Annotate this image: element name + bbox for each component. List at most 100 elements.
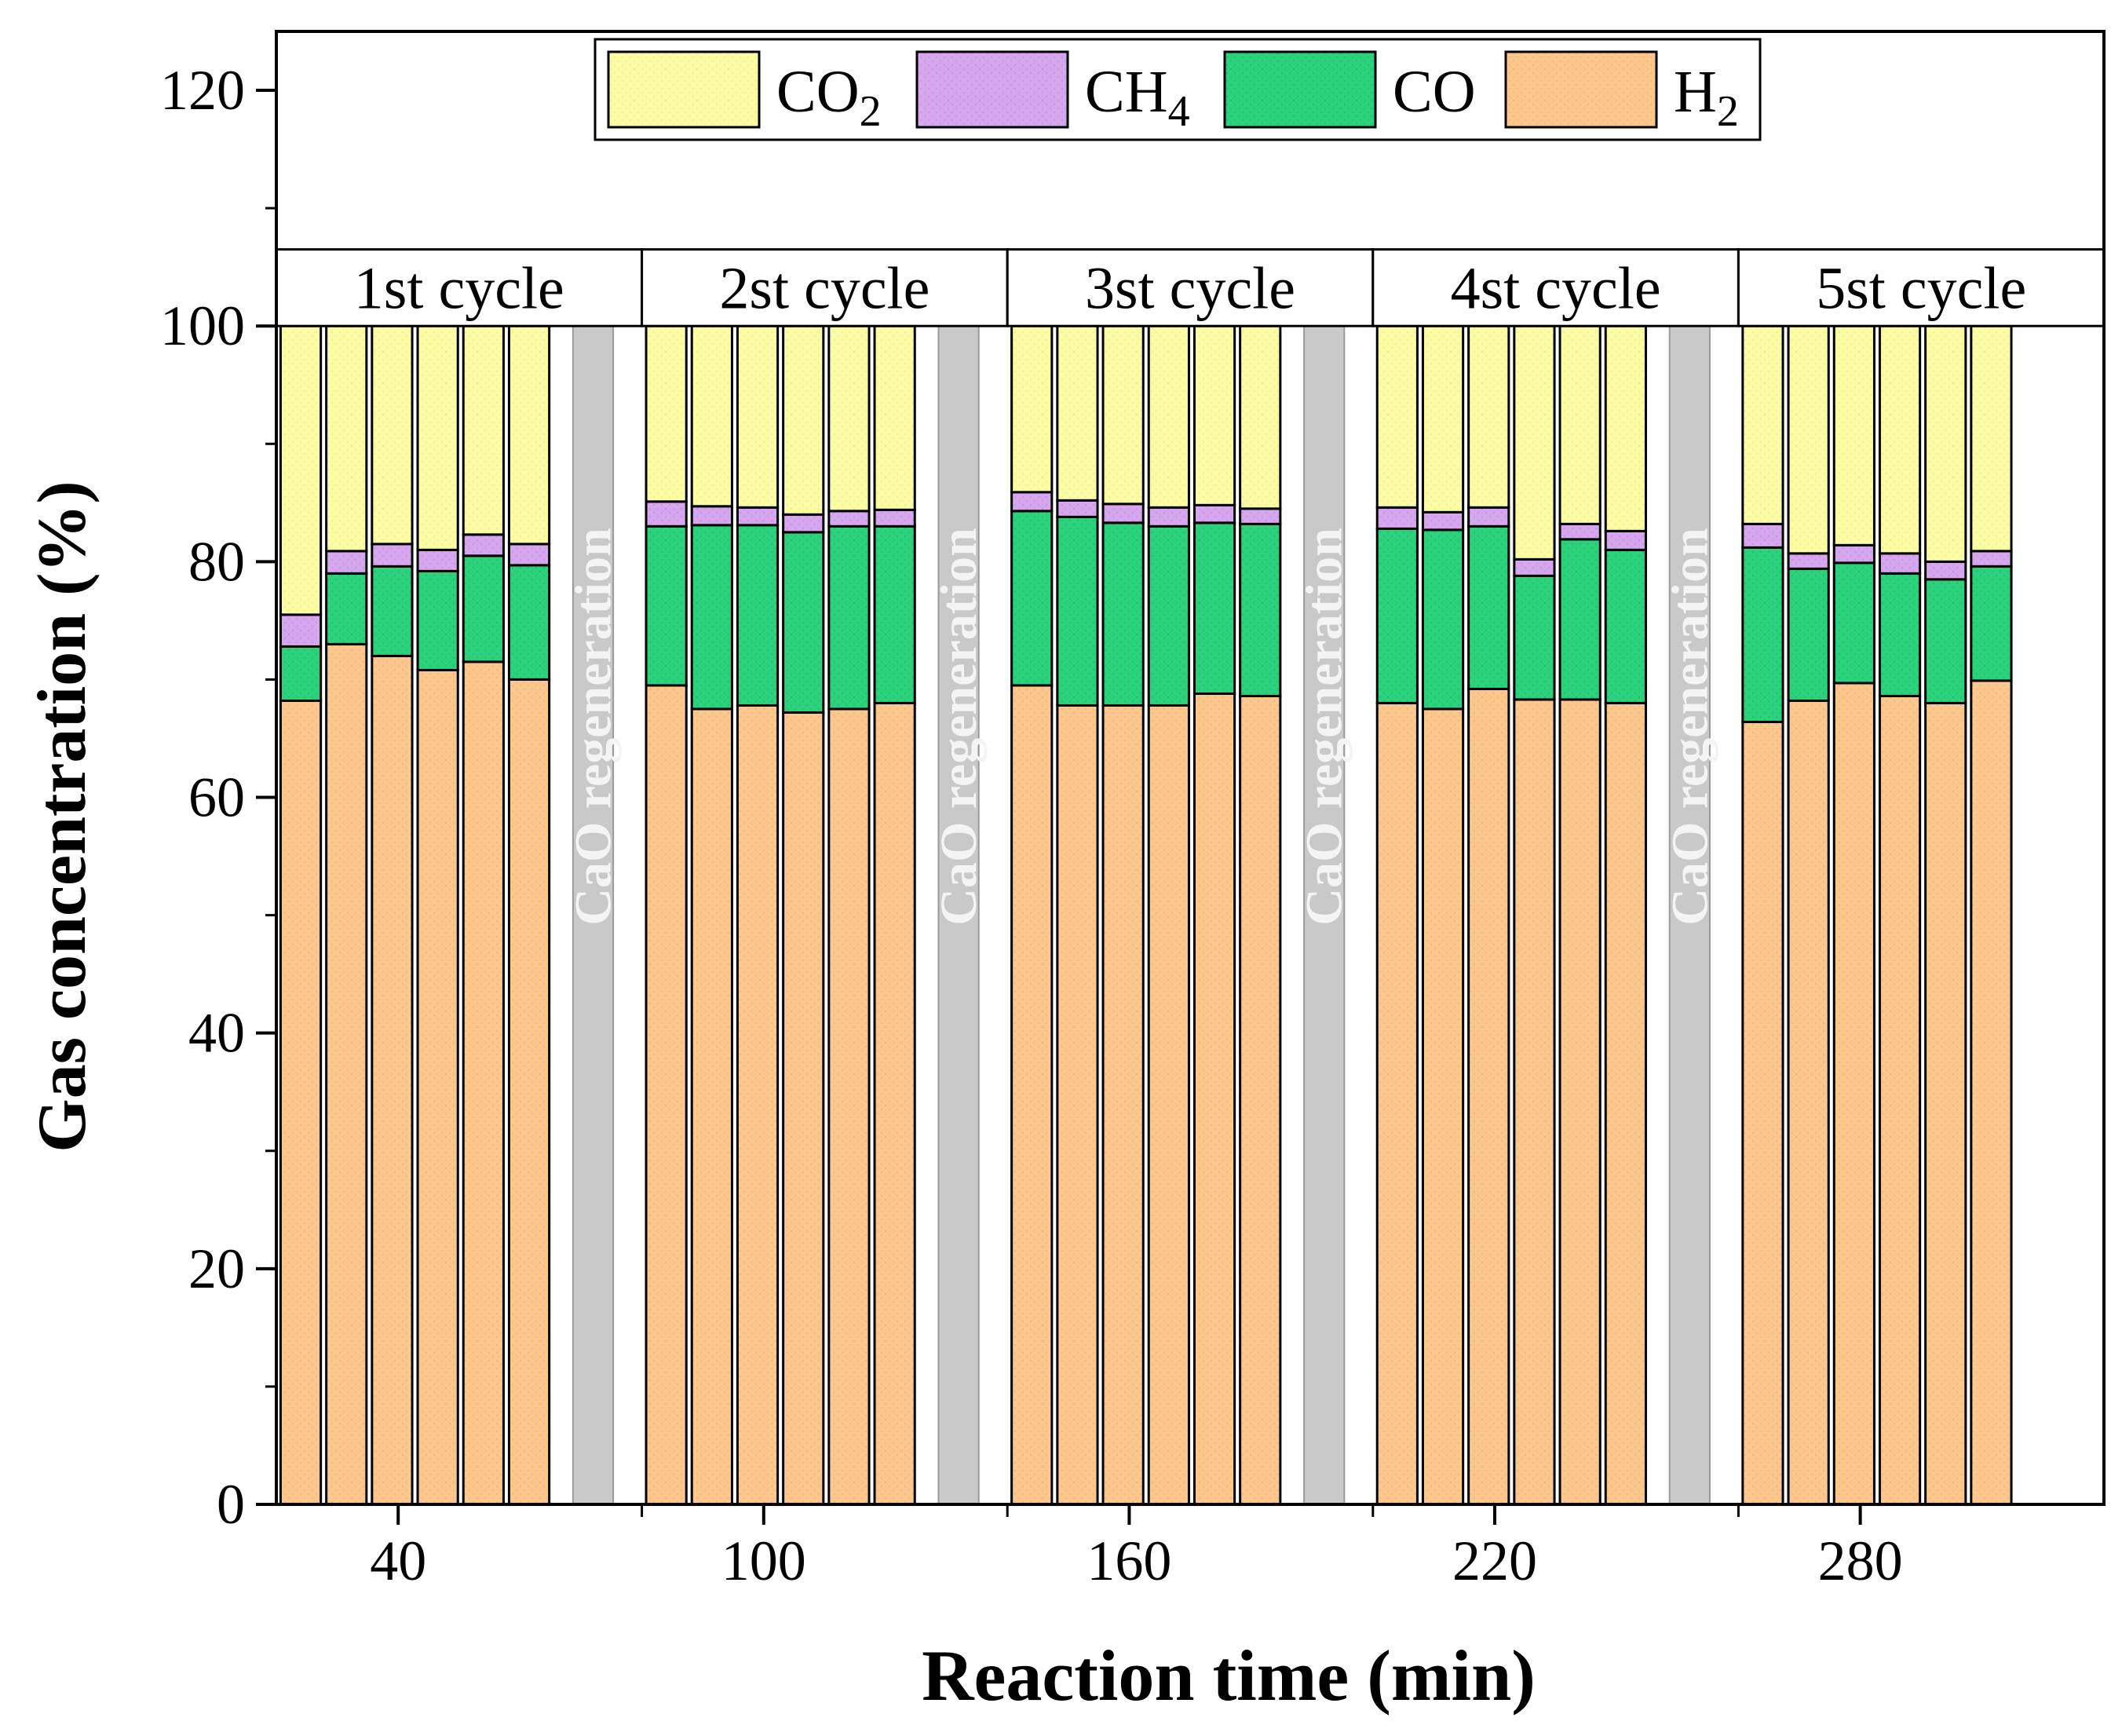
bar-c1-6-h2 bbox=[507, 678, 551, 1506]
cycle-header-box-2 bbox=[641, 248, 1009, 327]
regeneration-label-4: CaO regeneration bbox=[1661, 528, 1718, 926]
bar-c5-4-co bbox=[1878, 572, 1922, 697]
bar-c4-2-co bbox=[1421, 528, 1465, 711]
bar-c2-4-co2 bbox=[782, 324, 825, 516]
cycle-headers: 1st cycle 2st cycle 3st cycle 4st cycle 5st … bbox=[275, 248, 2106, 327]
bar-c4-1-co bbox=[1375, 527, 1419, 704]
bar-c5-3-ch4 bbox=[1832, 543, 1875, 565]
y-tick-label-40: 40 bbox=[188, 1002, 245, 1065]
bar-c3-5-co bbox=[1192, 521, 1236, 695]
bar-c4-6-ch4 bbox=[1604, 529, 1647, 551]
bar-c3-4-co2 bbox=[1147, 324, 1190, 509]
bar-c3-5-co2 bbox=[1192, 324, 1236, 506]
bar-c2-2-co2 bbox=[690, 324, 733, 508]
legend-swatch-ch4 bbox=[915, 50, 1069, 129]
bar-c3-2-ch4 bbox=[1056, 499, 1099, 518]
bar-c2-2-co bbox=[690, 524, 733, 711]
x-tick-label-100: 100 bbox=[721, 1530, 806, 1592]
x-tick-label-220: 220 bbox=[1452, 1530, 1537, 1592]
cycle-header-box-1 bbox=[275, 248, 644, 327]
bar-c1-4-co2 bbox=[416, 324, 459, 551]
bar-c4-2-ch4 bbox=[1421, 510, 1465, 532]
bar-c1-5-co2 bbox=[462, 324, 505, 536]
bar-c1-1-co2 bbox=[279, 324, 323, 616]
bar-c3-1-co2 bbox=[1010, 324, 1054, 494]
bar-c1-2-ch4 bbox=[325, 550, 368, 575]
bar-c1-4-h2 bbox=[416, 668, 459, 1506]
bar-c5-4-h2 bbox=[1878, 694, 1922, 1506]
bar-c3-1-co bbox=[1010, 510, 1054, 687]
x-tick-label-280: 280 bbox=[1818, 1530, 1903, 1592]
bar-c2-5-h2 bbox=[827, 707, 871, 1506]
bar-c1-2-h2 bbox=[325, 642, 368, 1506]
bar-c4-4-h2 bbox=[1513, 698, 1556, 1506]
bar-c1-6-co2 bbox=[507, 324, 551, 546]
bar-c3-5-h2 bbox=[1192, 692, 1236, 1506]
bar-c3-2-co2 bbox=[1056, 324, 1099, 502]
bar-c1-3-co bbox=[371, 565, 414, 657]
bar-c4-3-co2 bbox=[1467, 324, 1510, 509]
bar-c5-2-h2 bbox=[1787, 699, 1830, 1506]
bar-c5-2-ch4 bbox=[1787, 552, 1830, 570]
cycle-header-label-1: 1st cycle bbox=[354, 255, 564, 321]
bar-c4-2-h2 bbox=[1421, 707, 1465, 1506]
y-tick-label-60: 60 bbox=[188, 766, 245, 829]
bar-c2-2-h2 bbox=[690, 707, 733, 1506]
bar-c2-1-ch4 bbox=[645, 500, 688, 528]
bar-c4-5-co bbox=[1558, 538, 1602, 701]
bar-c2-5-co bbox=[827, 524, 871, 711]
bar-c3-3-co bbox=[1101, 521, 1145, 707]
bar-c4-4-ch4 bbox=[1513, 557, 1556, 577]
cycle-header-label-4: 4st cycle bbox=[1451, 255, 1661, 321]
bar-c4-5-ch4 bbox=[1558, 522, 1602, 541]
bar-c5-2-co bbox=[1787, 567, 1830, 702]
bar-c1-1-co bbox=[279, 645, 323, 702]
bar-c5-1-ch4 bbox=[1741, 522, 1784, 549]
bar-c3-3-ch4 bbox=[1101, 503, 1145, 524]
plot-frame bbox=[275, 30, 2106, 1506]
bar-c4-3-co bbox=[1467, 524, 1510, 690]
bar-c2-4-co bbox=[782, 531, 825, 714]
cycle-header-box-3 bbox=[1006, 248, 1375, 327]
bar-c5-1-co2 bbox=[1741, 324, 1784, 525]
regeneration-label-1: CaO regeneration bbox=[565, 528, 623, 926]
bar-c3-1-ch4 bbox=[1010, 491, 1054, 513]
y-tick-label-120: 120 bbox=[160, 59, 245, 122]
regeneration-bar-2 bbox=[937, 325, 980, 1506]
x-axis-label: Reaction time (min) bbox=[922, 1635, 1536, 1716]
bar-c4-2-co2 bbox=[1421, 324, 1465, 513]
bar-c2-2-ch4 bbox=[690, 505, 733, 527]
bar-c3-3-co2 bbox=[1101, 324, 1145, 506]
bar-c5-3-h2 bbox=[1832, 682, 1875, 1506]
bar-c5-4-co2 bbox=[1878, 324, 1922, 555]
bar-c2-5-ch4 bbox=[827, 510, 871, 528]
bar-c5-5-co2 bbox=[1924, 324, 1967, 563]
y-tick-label-0: 0 bbox=[217, 1473, 245, 1536]
bar-c2-6-co bbox=[873, 524, 916, 704]
plot-bars: CaO regeneration CaO regeneration CaO rege… bbox=[279, 324, 2013, 1506]
cycle-header-label-5: 5st cycle bbox=[1816, 255, 2026, 321]
bar-c1-6-co bbox=[507, 564, 551, 681]
bar-c1-1-h2 bbox=[279, 699, 323, 1506]
bar-c3-4-h2 bbox=[1147, 704, 1190, 1506]
bar-c2-5-co2 bbox=[827, 324, 871, 513]
bar-c1-4-ch4 bbox=[416, 548, 459, 572]
bar-c5-5-co bbox=[1924, 578, 1967, 704]
y-axis-label: Gas concentration (%) bbox=[24, 481, 100, 1152]
bar-c2-1-h2 bbox=[645, 684, 688, 1506]
bar-c2-1-co bbox=[645, 524, 688, 687]
bar-c4-6-co bbox=[1604, 548, 1647, 704]
bar-c3-3-h2 bbox=[1101, 704, 1145, 1506]
bar-c4-4-co bbox=[1513, 574, 1556, 701]
bar-c2-3-co2 bbox=[736, 324, 780, 509]
bar-c3-2-h2 bbox=[1056, 704, 1099, 1506]
bar-c2-4-h2 bbox=[782, 711, 825, 1506]
bar-c5-3-co2 bbox=[1832, 324, 1875, 546]
legend-subscript-h2: 2 bbox=[1717, 87, 1739, 136]
bar-c2-3-h2 bbox=[736, 704, 780, 1506]
bar-c2-6-h2 bbox=[873, 701, 916, 1506]
bar-c4-3-ch4 bbox=[1467, 506, 1510, 528]
bar-c3-6-ch4 bbox=[1239, 507, 1282, 525]
cycle-header-box-4 bbox=[1371, 248, 1740, 327]
